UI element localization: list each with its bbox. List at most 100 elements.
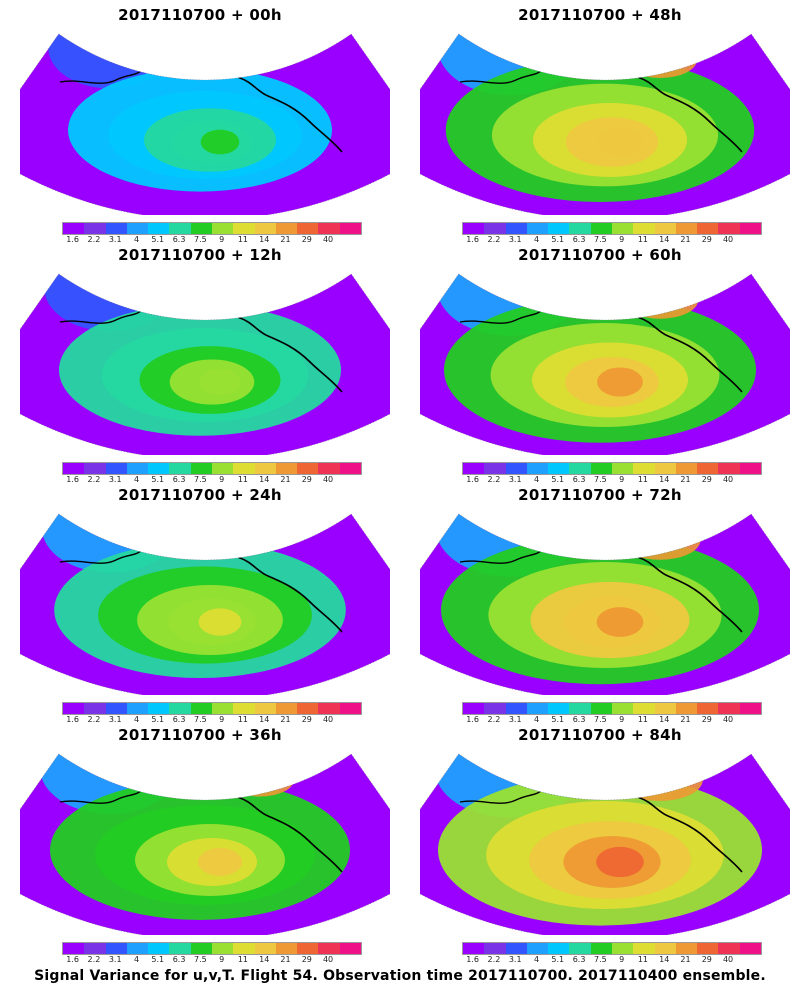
colorbar-tick-label: 3.1	[108, 715, 122, 724]
coastline	[459, 549, 543, 564]
colorbar-tick-label: 40	[722, 955, 734, 964]
island-outline	[665, 49, 671, 54]
colorbar-tick-label: 29	[701, 235, 712, 244]
colorbar-tick-label: 11	[237, 955, 249, 964]
colorbar-tick-label: 21	[680, 715, 691, 724]
variance-map	[420, 513, 790, 695]
variance-field	[20, 33, 390, 215]
colorbar-swatch	[611, 703, 634, 714]
island-outline	[665, 769, 671, 774]
colorbar-tick-label: 5.1	[551, 235, 565, 244]
colorbar-swatch	[505, 703, 527, 714]
colorbar-swatch	[463, 223, 485, 234]
island-outline	[229, 531, 235, 536]
colorbar-swatch	[505, 223, 527, 234]
island-outline	[665, 289, 671, 294]
colorbar-tick-label: 21	[280, 955, 291, 964]
colorbar-tick-label: 11	[237, 475, 249, 484]
colorbar-tick-label: 14	[259, 955, 270, 964]
variance-field	[20, 513, 390, 695]
panel-title: 2017110700 + 60h	[518, 246, 682, 264]
island-outline	[247, 783, 253, 788]
colorbar-tick-label: 6.3	[572, 475, 586, 484]
variance-contour	[597, 127, 643, 157]
colorbar-swatch	[675, 223, 698, 234]
colorbar-swatch	[739, 943, 761, 954]
panel-title: 2017110700 + 00h	[118, 6, 282, 24]
colorbar-tick-label: 4	[533, 475, 540, 484]
colorbar-swatch	[84, 943, 106, 954]
colorbar-tick-label: 3.1	[108, 955, 122, 964]
colorbar-tick-label: 5.1	[151, 715, 165, 724]
island-outline	[633, 539, 639, 544]
colorbar-labels: 1.6 2.2 3.1 4 5.1 6.3 7.5 9 11 14 21 29 40	[462, 955, 760, 965]
colorbar-tick-label: 7.5	[193, 235, 207, 244]
colorbar-tick-label: 29	[301, 955, 312, 964]
island-outline	[259, 545, 265, 550]
coastline	[59, 789, 143, 804]
colorbar-swatch	[611, 223, 634, 234]
variance-map	[420, 753, 790, 935]
variance-contour	[226, 763, 294, 797]
colorbar-tick-label: 29	[701, 475, 712, 484]
map-panel-12h: 2017110700 + 12h 1.6 2.2 3.1 4 5.1 6.3 7.5 9 11 1…	[0, 240, 400, 484]
colorbar-swatch	[63, 703, 85, 714]
variance-contour	[619, 520, 701, 560]
island-outline	[247, 63, 253, 68]
island-outline	[229, 291, 235, 296]
island-outline	[629, 51, 635, 56]
island-outline	[233, 779, 239, 784]
colorbar-tick-label: 14	[259, 715, 270, 724]
colorbar-tick-label: 5.1	[151, 235, 165, 244]
island-outline	[241, 767, 247, 772]
colorbar-swatch	[148, 223, 170, 234]
colorbar-swatch	[211, 223, 234, 234]
panel-title: 2017110700 + 84h	[518, 726, 682, 744]
island-outline	[647, 543, 653, 548]
colorbar-labels: 1.6 2.2 3.1 4 5.1 6.3 7.5 9 11 14 21 29 40	[62, 235, 360, 245]
colorbar-swatch	[233, 463, 255, 474]
colorbar-swatch	[654, 223, 676, 234]
colorbar	[62, 942, 362, 955]
colorbar-tick-label: 9	[219, 715, 225, 724]
colorbar	[462, 462, 762, 475]
figure-caption: Signal Variance for u,v,T. Flight 54. Ob…	[34, 968, 766, 984]
island-outline	[659, 305, 665, 310]
colorbar-tick-label: 3.1	[108, 475, 122, 484]
island-outline	[641, 767, 647, 772]
colorbar-swatch	[297, 943, 319, 954]
colorbar-tick-label: 5.1	[151, 955, 165, 964]
colorbar-tick-label: 40	[322, 955, 334, 964]
colorbar-swatch	[254, 463, 276, 474]
colorbar-tick-label: 3.1	[508, 955, 522, 964]
colorbar-swatch	[654, 703, 676, 714]
colorbar-swatch	[654, 943, 676, 954]
coastline	[459, 69, 543, 84]
colorbar-swatch	[739, 223, 761, 234]
island-outline	[647, 63, 653, 68]
panel-title: 2017110700 + 12h	[118, 246, 282, 264]
colorbar-swatch	[484, 463, 506, 474]
colorbar-swatch	[739, 703, 761, 714]
colorbar-swatch	[339, 943, 361, 954]
island-outline	[671, 299, 677, 304]
colorbar-swatch	[126, 463, 149, 474]
colorbar-tick-label: 2.2	[487, 235, 501, 244]
colorbar-swatch	[275, 463, 298, 474]
island-outline	[265, 769, 271, 774]
map-panel-48h: 2017110700 + 48h 1.6 2.2 3.1 4 5.1 6.3 7.5 9 11 1…	[400, 0, 800, 244]
colorbar-tick-label: 7.5	[193, 955, 207, 964]
colorbar-swatch	[590, 463, 612, 474]
colorbar-swatch	[190, 463, 212, 474]
colorbar-tick-label: 7.5	[593, 955, 607, 964]
colorbar-tick-label: 6.3	[172, 235, 186, 244]
colorbar-tick-label: 5.1	[551, 475, 565, 484]
colorbar-swatch	[654, 463, 676, 474]
colorbar-tick-label: 9	[219, 235, 225, 244]
colorbar-swatch	[233, 223, 255, 234]
island-outline	[671, 59, 677, 64]
colorbar-swatch	[739, 463, 761, 474]
colorbar-swatch	[254, 703, 276, 714]
colorbar-swatch	[148, 703, 170, 714]
colorbar-swatch	[339, 223, 361, 234]
